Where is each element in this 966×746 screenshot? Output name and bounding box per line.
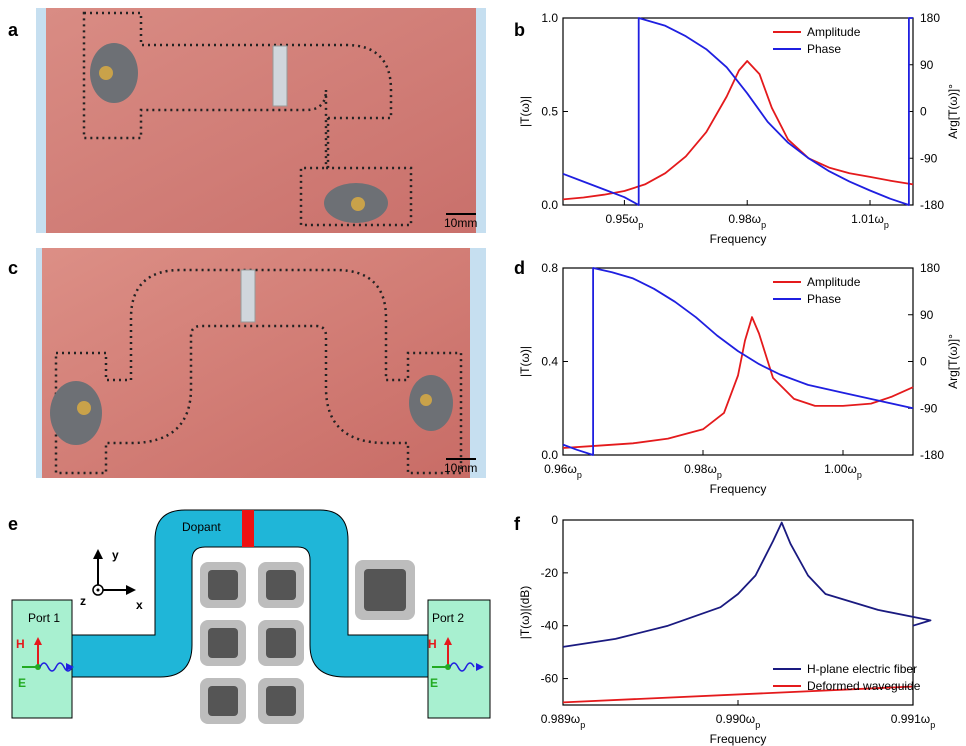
y2-tick-label: -180 xyxy=(920,448,944,462)
x-tick-label: 0.991ωp xyxy=(891,712,935,730)
connector-right-a xyxy=(324,183,388,223)
y2-tick-label: 0 xyxy=(920,355,927,369)
y-tick-label: 0.8 xyxy=(541,261,558,275)
y-axis-label: |T(ω)| xyxy=(518,96,532,127)
field-icon-port2: H E xyxy=(428,637,484,690)
pillar-core xyxy=(364,569,406,611)
plot-frame xyxy=(562,267,914,456)
y2-tick-label: 0 xyxy=(920,105,927,119)
x-axis-label: Frequency xyxy=(710,232,767,246)
pillar-array xyxy=(200,560,415,724)
connector-right-c xyxy=(409,375,453,431)
y2-tick-label: -180 xyxy=(920,198,944,212)
panel-letter-b: b xyxy=(514,20,525,40)
port2-label: Port 2 xyxy=(432,611,464,625)
y2-tick-label: -90 xyxy=(920,401,938,415)
x-tick-label: 0.98ωp xyxy=(684,462,722,480)
y2-tick-label: 90 xyxy=(920,308,934,322)
e-label-port2: E xyxy=(430,676,438,690)
panel-letter-f: f xyxy=(514,514,520,534)
plot-frame xyxy=(562,17,914,206)
photo-a: 10mm xyxy=(36,8,486,233)
pillar-core xyxy=(266,686,296,716)
x-axis-label: Frequency xyxy=(710,732,767,746)
dopant-block xyxy=(242,510,254,547)
pillar-core xyxy=(266,570,296,600)
legend-label: Amplitude xyxy=(807,25,861,39)
scale-label-a: 10mm xyxy=(444,216,477,230)
y2-axis-label: Arg[T(ω)]° xyxy=(946,84,960,139)
legend-label: Deformed waveguide xyxy=(807,679,921,693)
photo-c: 10mm xyxy=(36,248,486,478)
connector-left-a xyxy=(90,43,138,103)
field-icon-port1: H E xyxy=(16,637,74,690)
pillar-core xyxy=(208,570,238,600)
series-line-1 xyxy=(562,17,913,206)
legend-label: Amplitude xyxy=(807,275,861,289)
y2-tick-label: 90 xyxy=(920,58,934,72)
y-tick-label: -20 xyxy=(541,566,559,580)
schematic-e: Dopant Port 1 Port 2 y x z H E xyxy=(10,505,500,740)
x-axis-label: Frequency xyxy=(710,482,767,496)
x-tick-label: 0.98ωp xyxy=(728,212,766,230)
pillar-core xyxy=(208,686,238,716)
panel-letter-e: e xyxy=(8,514,19,534)
port1-box xyxy=(11,599,73,719)
chart-f: 0.989ωp 0.990ωp 0.991ωp 0 -20 -40 -60 Frequency… xyxy=(518,513,935,746)
x-tick-label: 1.01ωp xyxy=(851,212,889,230)
x-tick-label: 1.00ωp xyxy=(824,462,862,480)
legend-label: H-plane electric fiber xyxy=(807,662,917,676)
series-line-0 xyxy=(562,60,914,201)
h-label-port2: H xyxy=(428,637,437,651)
series-line-1 xyxy=(562,685,914,704)
chart-b: 0.95ωp 0.98ωp 1.01ωp 0.0 0.5 1.0 180 90 0 -90 -180… xyxy=(518,11,960,246)
y-tick-label: -60 xyxy=(541,672,559,686)
legend-label: Phase xyxy=(807,292,841,306)
y2-tick-label: -90 xyxy=(920,151,938,165)
y-tick-label: 0.0 xyxy=(541,448,558,462)
y-tick-label: 1.0 xyxy=(541,11,558,25)
series-line-0 xyxy=(562,316,914,449)
scale-label-c: 10mm xyxy=(444,461,477,475)
series-line-1 xyxy=(562,267,914,456)
pillar-core xyxy=(266,628,296,658)
connector-left-c xyxy=(50,381,102,445)
y2-axis-label: Arg[T(ω)]° xyxy=(946,334,960,389)
waveguide xyxy=(71,509,429,678)
panel-letter-d: d xyxy=(514,258,525,278)
panel-letter-a: a xyxy=(8,20,19,40)
y2-tick-label: 180 xyxy=(920,11,940,25)
panel-letter-c: c xyxy=(8,258,19,278)
e-label-port1: E xyxy=(18,676,26,690)
chart-d: 0.96ωp 0.98ωp 1.00ωp 0.0 0.4 0.8 180 90 0 -90 -180… xyxy=(518,261,960,496)
x-tick-label: 0.990ωp xyxy=(716,712,760,730)
y-axis-label: |T(ω)|(dB) xyxy=(518,586,532,640)
port1-label: Port 1 xyxy=(28,611,60,625)
axis-z-label: z xyxy=(80,594,86,608)
y-tick-label: 0.0 xyxy=(541,198,558,212)
x-tick-label: 0.96ωp xyxy=(544,462,582,480)
y-tick-label: 0 xyxy=(551,513,558,527)
h-label-port1: H xyxy=(16,637,25,651)
series-line-0 xyxy=(562,521,932,648)
plot-frame xyxy=(562,519,914,706)
y-tick-label: 0.5 xyxy=(541,105,558,119)
y-tick-label: 0.4 xyxy=(541,355,558,369)
y-tick-label: -40 xyxy=(541,619,559,633)
dopant-label: Dopant xyxy=(182,520,221,534)
axis-x-label: x xyxy=(136,598,143,612)
axes-icon: y x z xyxy=(80,548,143,612)
pillar-core xyxy=(208,628,238,658)
x-tick-label: 0.989ωp xyxy=(541,712,585,730)
y2-tick-label: 180 xyxy=(920,261,940,275)
axis-y-label: y xyxy=(112,548,119,562)
y-axis-label: |T(ω)| xyxy=(518,346,532,377)
x-tick-label: 0.95ωp xyxy=(606,212,644,230)
legend-label: Phase xyxy=(807,42,841,56)
